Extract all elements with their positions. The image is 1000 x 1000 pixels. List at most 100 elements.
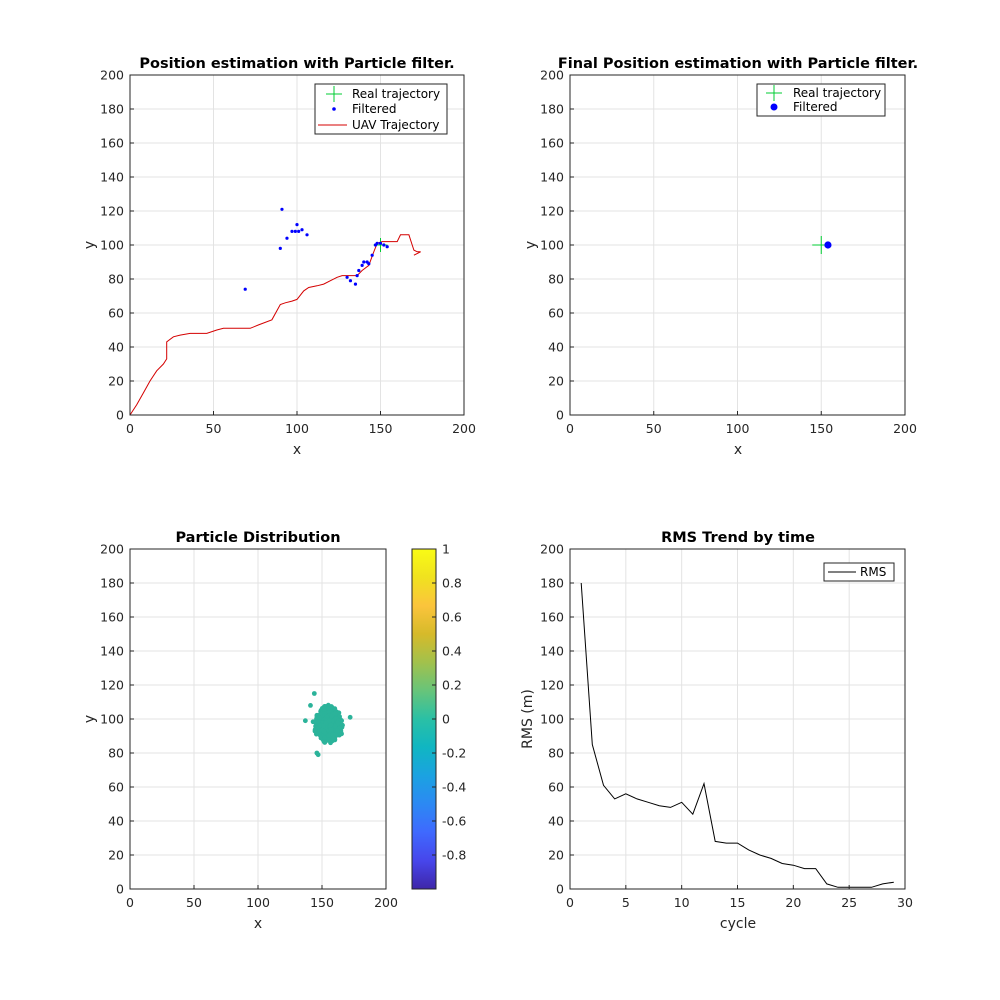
filtered-point xyxy=(367,262,371,266)
y-tick-label: 0 xyxy=(116,882,124,897)
y-tick-label: 140 xyxy=(100,170,124,185)
filtered-point xyxy=(378,241,383,245)
x-axis-label: x xyxy=(254,916,262,932)
x-tick-label: 50 xyxy=(186,895,202,910)
legend-box xyxy=(314,83,448,135)
y-tick-label: 120 xyxy=(100,678,124,693)
particle xyxy=(335,720,341,726)
final-position-plot: Final Position estimation with Particle … xyxy=(523,56,918,458)
colorbar: 1 0.8 0.6 0.4 0.2 0 -0.2 -0.4 -0.6 -0.8 xyxy=(411,542,466,890)
y-tick-label: 160 xyxy=(100,610,124,625)
plot-title: Position estimation with Particle filter… xyxy=(139,56,454,72)
x-axis-label: cycle xyxy=(720,916,756,932)
particle xyxy=(326,718,332,724)
y-tick-label: 60 xyxy=(108,306,124,321)
y-tick-label: 200 xyxy=(540,68,564,83)
y-tick-label: 120 xyxy=(100,204,124,219)
data-layer xyxy=(129,207,421,416)
particle xyxy=(332,711,338,716)
y-tick-label: 0 xyxy=(116,408,124,423)
plot-title: RMS Trend by time xyxy=(661,530,815,546)
legend: RMS xyxy=(823,562,895,582)
y-tick-label: 0 xyxy=(556,408,564,423)
legend-label-real: Real trajectory xyxy=(352,87,440,101)
y-tick-label: 180 xyxy=(540,102,564,117)
filtered-point xyxy=(385,245,389,249)
y-axis-label: RMS (m) xyxy=(520,689,536,749)
y-tick-label: 40 xyxy=(108,814,124,829)
plot-title: Final Position estimation with Particle … xyxy=(558,56,918,72)
colorbar-tick-label: 1 xyxy=(442,542,450,557)
x-tick-label: 100 xyxy=(726,421,750,436)
legend-label-rms: RMS xyxy=(860,565,886,579)
particle xyxy=(315,752,321,758)
filtered-point xyxy=(285,236,289,240)
filtered-point xyxy=(824,241,832,249)
particle xyxy=(326,733,332,738)
y-tick-label: 20 xyxy=(548,848,564,863)
y-tick-label: 20 xyxy=(108,848,124,863)
colorbar-tick-label: -0.6 xyxy=(442,814,466,829)
x-tick-label: 200 xyxy=(374,895,398,910)
filtered-point xyxy=(355,274,359,278)
colorbar-tick-label: 0.6 xyxy=(442,610,462,625)
x-tick-label: 30 xyxy=(897,895,913,910)
particle xyxy=(335,728,340,734)
y-tick-label: 60 xyxy=(548,306,564,321)
legend-box xyxy=(823,562,895,582)
legend-box xyxy=(756,83,886,117)
particle xyxy=(321,706,327,712)
y-tick-label: 200 xyxy=(540,542,564,557)
y-tick-label: 120 xyxy=(540,204,564,219)
colorbar-tick-label: 0 xyxy=(442,712,450,727)
x-tick-label: 0 xyxy=(566,895,574,910)
data-layer xyxy=(580,582,894,888)
legend-label-real: Real trajectory xyxy=(793,86,881,100)
y-tick-label: 180 xyxy=(100,102,124,117)
legend-label-filtered: Filtered xyxy=(352,102,396,116)
particle xyxy=(322,740,328,745)
filtered-point xyxy=(360,263,364,267)
x-axis-label: x xyxy=(734,442,742,458)
y-tick-label: 20 xyxy=(548,374,564,389)
y-axis-label: y xyxy=(523,241,539,249)
filtered-point xyxy=(297,229,301,233)
y-tick-label: 160 xyxy=(540,610,564,625)
legend-marker-filtered xyxy=(770,103,778,111)
legend: Real trajectory Filtered xyxy=(756,83,886,117)
filtered-point xyxy=(382,243,386,247)
x-tick-label: 200 xyxy=(452,421,476,436)
particle xyxy=(328,727,334,733)
filtered-point xyxy=(362,260,366,264)
x-tick-label: 0 xyxy=(566,421,574,436)
x-tick-label: 15 xyxy=(730,895,746,910)
particle xyxy=(322,735,327,741)
particle-cloud xyxy=(302,691,353,758)
x-tick-label: 100 xyxy=(246,895,270,910)
filtered-point xyxy=(305,233,309,237)
x-tick-label: 5 xyxy=(622,895,630,910)
y-tick-label: 100 xyxy=(100,238,124,253)
y-tick-label: 140 xyxy=(540,644,564,659)
x-axis-label: x xyxy=(293,442,301,458)
filtered-point xyxy=(357,268,361,273)
y-tick-label: 20 xyxy=(108,374,124,389)
y-tick-label: 140 xyxy=(100,644,124,659)
particle xyxy=(321,723,327,729)
colorbar-tick-label: 0.4 xyxy=(442,644,462,659)
y-tick-label: 40 xyxy=(548,340,564,355)
particle xyxy=(336,710,342,716)
x-tick-label: 0 xyxy=(126,895,134,910)
particle xyxy=(328,713,334,719)
particle-distribution-plot: Particle Distribution x y 0 50 100 150 20002… xyxy=(82,530,466,932)
colorbar-tick-label: 0.2 xyxy=(442,678,462,693)
particle xyxy=(347,714,353,720)
filtered-point xyxy=(243,287,247,291)
x-tick-label: 200 xyxy=(893,421,917,436)
y-tick-label: 160 xyxy=(540,136,564,151)
y-tick-label: 160 xyxy=(100,136,124,151)
y-tick-label: 40 xyxy=(108,340,124,355)
filtered-point xyxy=(300,228,304,232)
rms-series-line xyxy=(580,582,894,888)
data-layer xyxy=(812,236,832,254)
